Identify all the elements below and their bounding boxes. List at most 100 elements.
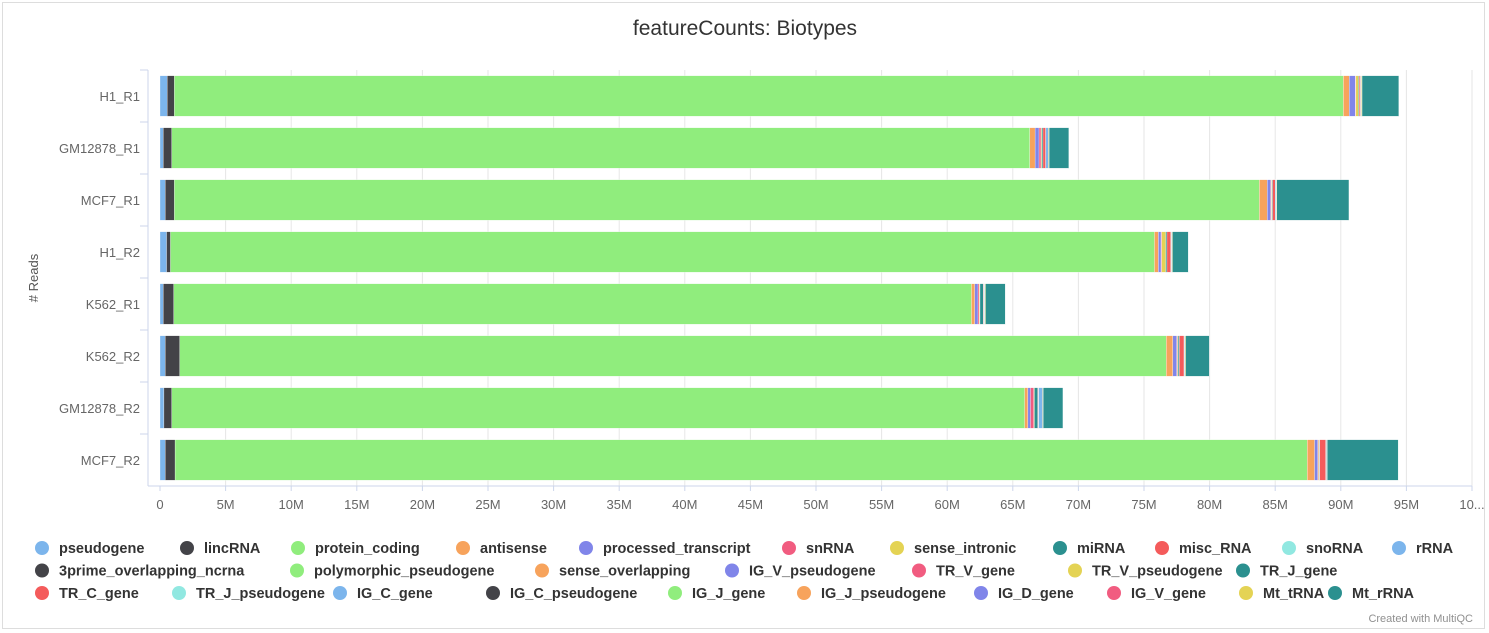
bar-segment-rRNA bbox=[1045, 127, 1049, 169]
bar-segment-misc_RNA bbox=[1166, 231, 1172, 273]
bar-segment-protein_coding bbox=[170, 231, 1155, 273]
legend-marker-sense_overlapping bbox=[535, 563, 549, 578]
legend-marker-IG_J_pseudogene bbox=[797, 586, 811, 600]
x-tick-label: 35M bbox=[607, 497, 632, 512]
legend-marker-Mt_rRNA bbox=[1328, 586, 1342, 600]
bar-segment-misc_RNA bbox=[1042, 127, 1046, 169]
bar-segment-miRNA bbox=[979, 283, 984, 325]
legend-marker-polymorphic_pseudogene bbox=[290, 563, 304, 578]
bar-segment-Mt_rRNA bbox=[1361, 75, 1399, 117]
legend-item-IG_J_gene[interactable]: IG_J_gene bbox=[692, 586, 765, 602]
legend-item-IG_J_pseudogene[interactable]: IG_J_pseudogene bbox=[821, 586, 946, 602]
legend-marker-protein_coding bbox=[291, 541, 305, 555]
bar-segment-miRNA bbox=[1041, 127, 1044, 169]
legend-marker-rRNA bbox=[1392, 541, 1406, 555]
legend-item-TR_J_pseudogene[interactable]: TR_J_pseudogene bbox=[196, 586, 325, 602]
bar-segment-processed_transcript bbox=[1349, 75, 1356, 117]
legend-marker-IG_C_gene bbox=[333, 586, 347, 600]
legend-item-processed_transcript[interactable]: processed_transcript bbox=[603, 541, 751, 557]
bar-segment-antisense bbox=[1029, 127, 1036, 169]
bar-segment-Mt_rRNA bbox=[985, 283, 1006, 325]
bar-segment-Mt_rRNA bbox=[1172, 231, 1189, 273]
y-tick-label: MCF7_R2 bbox=[81, 453, 140, 468]
credit-text[interactable]: Created with MultiQC bbox=[1368, 613, 1473, 625]
bar-segment-Mt_rRNA bbox=[1048, 127, 1069, 169]
legend-item-pseudogene[interactable]: pseudogene bbox=[59, 541, 144, 557]
legend-marker-TR_V_gene bbox=[912, 563, 926, 578]
bar-segment-antisense bbox=[971, 283, 975, 325]
chart-title: featureCounts: Biotypes bbox=[633, 17, 857, 40]
legend-item-Mt_rRNA[interactable]: Mt_rRNA bbox=[1352, 586, 1415, 602]
bar-segment-antisense bbox=[1307, 439, 1315, 481]
legend-item-IG_V_gene[interactable]: IG_V_gene bbox=[1131, 586, 1206, 602]
x-tick-label: 25M bbox=[475, 497, 500, 512]
bar-segment-protein_coding bbox=[171, 127, 1031, 169]
bar-segment-lincRNA bbox=[167, 75, 175, 117]
legend-item-snoRNA[interactable]: snoRNA bbox=[1306, 541, 1364, 557]
legend-item-TR_C_gene[interactable]: TR_C_gene bbox=[59, 586, 139, 602]
legend-item-IG_C_pseudogene[interactable]: IG_C_pseudogene bbox=[510, 586, 637, 602]
x-tick-label: 75M bbox=[1131, 497, 1156, 512]
y-axis-label: # Reads bbox=[26, 253, 41, 302]
legend-item-snRNA[interactable]: snRNA bbox=[806, 541, 855, 557]
legend-item-lincRNA[interactable]: lincRNA bbox=[204, 541, 261, 557]
legend-marker-3prime_overlapping_ncrna bbox=[35, 563, 49, 578]
x-tick-label: 80M bbox=[1197, 497, 1222, 512]
bar-segment-lincRNA bbox=[163, 127, 172, 169]
y-tick-label: MCF7_R1 bbox=[81, 193, 140, 208]
legend-item-miRNA[interactable]: miRNA bbox=[1077, 541, 1126, 557]
bar-segment-pseudogene bbox=[159, 127, 164, 169]
x-tick-label: 5M bbox=[217, 497, 235, 512]
legend-marker-snRNA bbox=[782, 541, 796, 555]
x-tick-label: 85M bbox=[1263, 497, 1288, 512]
bar-segment-sense_intronic bbox=[1161, 231, 1166, 273]
legend-item-polymorphic_pseudogene[interactable]: polymorphic_pseudogene bbox=[314, 564, 494, 580]
legend-item-misc_RNA[interactable]: misc_RNA bbox=[1179, 541, 1252, 557]
bar-segment-protein_coding bbox=[174, 75, 1344, 117]
legend-item-sense_intronic[interactable]: sense_intronic bbox=[914, 541, 1016, 557]
bar-segment-snRNA bbox=[977, 283, 980, 325]
y-tick-label: K562_R2 bbox=[86, 349, 140, 364]
bar-segment-processed_transcript bbox=[1034, 127, 1040, 169]
bar-segment-misc_RNA bbox=[1359, 75, 1361, 117]
legend-item-rRNA[interactable]: rRNA bbox=[1416, 541, 1454, 557]
bar-segment-miRNA bbox=[1165, 231, 1168, 273]
y-tick-label: GM12878_R2 bbox=[59, 401, 140, 416]
legend-item-IG_V_pseudogene[interactable]: IG_V_pseudogene bbox=[749, 564, 876, 580]
legend-item-IG_D_gene[interactable]: IG_D_gene bbox=[998, 586, 1074, 602]
legend-item-protein_coding[interactable]: protein_coding bbox=[315, 541, 420, 557]
legend-item-Mt_tRNA[interactable]: Mt_tRNA bbox=[1263, 586, 1325, 602]
legend-item-antisense[interactable]: antisense bbox=[480, 541, 547, 557]
bar-segment-protein_coding bbox=[179, 335, 1167, 377]
legend-marker-TR_V_pseudogene bbox=[1068, 563, 1082, 578]
legend-marker-lincRNA bbox=[180, 541, 194, 555]
bar-segment-misc_RNA bbox=[1179, 335, 1185, 377]
bar-segment-processed_transcript bbox=[1172, 335, 1177, 377]
legend-marker-TR_J_gene bbox=[1236, 563, 1250, 578]
bar-segment-miRNA bbox=[1177, 335, 1180, 377]
bar-segment-pseudogene bbox=[159, 75, 168, 117]
bar-segment-pseudogene bbox=[159, 283, 164, 325]
bar-segment-protein_coding bbox=[173, 283, 972, 325]
legend-item-IG_C_gene[interactable]: IG_C_gene bbox=[357, 586, 433, 602]
legend-item-TR_V_pseudogene[interactable]: TR_V_pseudogene bbox=[1092, 564, 1223, 580]
bar-segment-processed_transcript bbox=[1314, 439, 1318, 481]
legend-item-3prime_overlapping_ncrna[interactable]: 3prime_overlapping_ncrna bbox=[59, 564, 245, 580]
x-tick-label: 10M bbox=[279, 497, 304, 512]
legend-marker-IG_J_gene bbox=[668, 586, 682, 600]
bar-segment-protein_coding bbox=[174, 439, 1308, 481]
x-tick-label: 0 bbox=[156, 497, 163, 512]
bar-segment-pseudogene bbox=[159, 439, 166, 481]
legend-marker-miRNA bbox=[1053, 541, 1067, 555]
legend-item-sense_overlapping[interactable]: sense_overlapping bbox=[559, 564, 690, 580]
legend-marker-snoRNA bbox=[1282, 541, 1296, 555]
bar-segment-antisense bbox=[1259, 179, 1268, 221]
bar-segment-pseudogene bbox=[159, 231, 167, 273]
bar-segment-lincRNA bbox=[163, 387, 172, 429]
legend-item-TR_J_gene[interactable]: TR_J_gene bbox=[1260, 564, 1337, 580]
bar-segment-lincRNA bbox=[166, 231, 171, 273]
legend-marker-processed_transcript bbox=[579, 541, 593, 555]
bar-segment-lincRNA bbox=[165, 335, 180, 377]
legend-item-TR_V_gene[interactable]: TR_V_gene bbox=[936, 564, 1015, 580]
y-tick-label: H1_R2 bbox=[100, 245, 140, 260]
